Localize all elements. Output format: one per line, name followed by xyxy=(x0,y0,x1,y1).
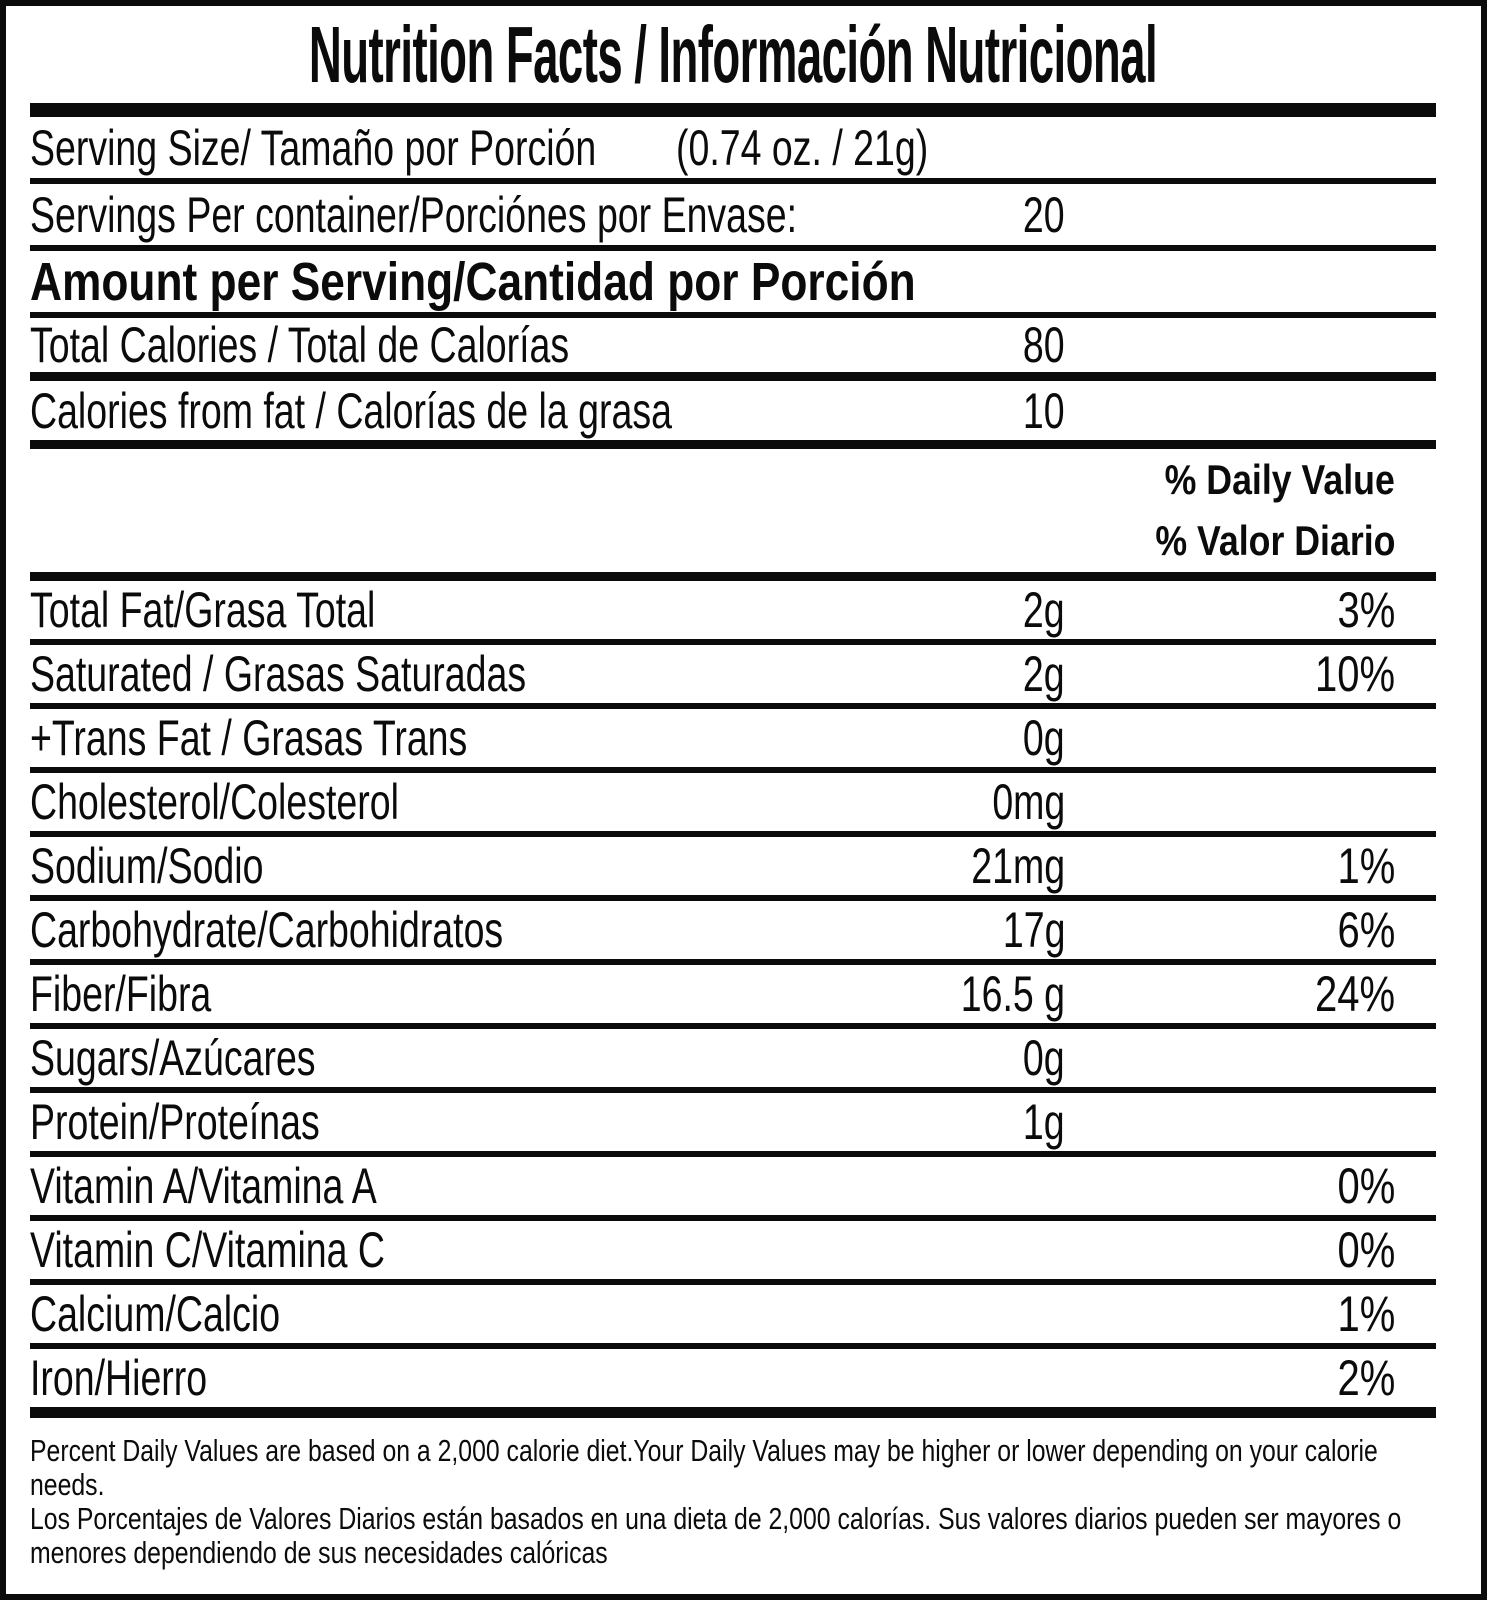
nutrient-row-total-fat: Total Fat/Grasa Total 2g 3% xyxy=(30,581,1436,645)
daily-value-header-en-row: % Daily Value xyxy=(30,449,1436,510)
nutrient-amount: 0mg xyxy=(992,774,1065,830)
servings-per-container-value: 20 xyxy=(1023,186,1065,243)
nutrient-row-protein: Protein/Proteínas 1g xyxy=(30,1093,1436,1157)
nutrient-amount: 2g xyxy=(1023,646,1065,702)
daily-value-header-es: % Valor Diario xyxy=(1154,517,1395,564)
total-calories-label: Total Calories / Total de Calorías xyxy=(30,317,570,373)
nutrient-daily-value: 6% xyxy=(1337,902,1395,958)
nutrient-row-iron: Iron/Hierro 2% xyxy=(30,1349,1436,1407)
nutrient-daily-value: 10% xyxy=(1314,646,1395,702)
daily-value-header-es-row: % Valor Diario xyxy=(30,510,1436,581)
nutrient-row-vitamin-c: Vitamin C/Vitamina C 0% xyxy=(30,1221,1436,1285)
nutrient-row-fiber: Fiber/Fibra 16.5 g 24% xyxy=(30,965,1436,1029)
nutrient-amount: 16.5 g xyxy=(960,966,1065,1022)
nutrient-daily-value: 24% xyxy=(1314,966,1395,1022)
nutrient-amount: 1g xyxy=(1023,1094,1065,1150)
nutrient-daily-value: 3% xyxy=(1337,582,1395,638)
nutrient-row-carbohydrate: Carbohydrate/Carbohidratos 17g 6% xyxy=(30,901,1436,965)
nutrient-amount: 0g xyxy=(1023,1030,1065,1086)
title-divider-bar xyxy=(30,103,1436,117)
nutrient-label: Protein/Proteínas xyxy=(30,1094,320,1150)
nutrient-amount: 2g xyxy=(1023,582,1065,638)
nutrient-row-saturated-fat: Saturated / Grasas Saturadas 2g 10% xyxy=(30,645,1436,709)
label-header: Nutrition Facts / Información Nutriciona… xyxy=(30,6,1436,103)
nutrient-label: Saturated / Grasas Saturadas xyxy=(30,646,527,702)
amount-per-serving-header-row: Amount per Serving/Cantidad por Porción xyxy=(30,251,1436,318)
calories-from-fat-row: Calories from fat / Calorías de la grasa… xyxy=(30,381,1436,449)
nutrient-label: Fiber/Fibra xyxy=(30,966,212,1022)
nutrient-daily-value: 0% xyxy=(1337,1222,1395,1278)
nutrient-label: Cholesterol/Colesterol xyxy=(30,774,399,830)
nutrient-daily-value: 2% xyxy=(1337,1350,1395,1406)
servings-per-container-row: Servings Per container/Porciónes por Env… xyxy=(30,184,1436,251)
calories-from-fat-label: Calories from fat / Calorías de la grasa xyxy=(30,382,672,439)
nutrient-row-vitamin-a: Vitamin A/Vitamina A 0% xyxy=(30,1157,1436,1221)
nutrient-label: Calcium/Calcio xyxy=(30,1286,281,1342)
footnote-en: Percent Daily Values are based on a 2,00… xyxy=(30,1433,1378,1502)
footnote-es: Los Porcentajes de Valores Diarios están… xyxy=(30,1501,1402,1570)
nutrient-label: Vitamin C/Vitamina C xyxy=(30,1222,386,1278)
daily-value-header-en: % Daily Value xyxy=(1164,455,1395,503)
nutrient-label: Total Fat/Grasa Total xyxy=(30,582,376,638)
nutrient-label: +Trans Fat / Grasas Trans xyxy=(30,710,468,766)
serving-size-label: Serving Size/ Tamaño por Porción xyxy=(30,119,597,176)
total-calories-value: 80 xyxy=(1023,317,1065,373)
nutrient-amount: 21mg xyxy=(971,838,1065,894)
nutrient-daily-value: 1% xyxy=(1337,1286,1395,1342)
nutrient-label: Sugars/Azúcares xyxy=(30,1030,316,1086)
nutrient-daily-value: 0% xyxy=(1337,1158,1395,1214)
nutrient-row-trans-fat: +Trans Fat / Grasas Trans 0g xyxy=(30,709,1436,773)
serving-size-value: (0.74 oz. / 21g) xyxy=(676,119,929,176)
nutrient-daily-value: 1% xyxy=(1337,838,1395,894)
nutrient-row-sodium: Sodium/Sodio 21mg 1% xyxy=(30,837,1436,901)
total-calories-row: Total Calories / Total de Calorías 80 xyxy=(30,317,1436,381)
nutrient-label: Iron/Hierro xyxy=(30,1350,208,1406)
nutrient-row-calcium: Calcium/Calcio 1% xyxy=(30,1285,1436,1349)
nutrient-label: Sodium/Sodio xyxy=(30,838,264,894)
nutrient-amount: 0g xyxy=(1023,710,1065,766)
servings-per-container-label: Servings Per container/Porciónes por Env… xyxy=(30,186,798,243)
nutrient-row-sugars: Sugars/Azúcares 0g xyxy=(30,1029,1436,1093)
label-content: Nutrition Facts / Información Nutriciona… xyxy=(30,6,1436,1570)
nutrient-label: Vitamin A/Vitamina A xyxy=(30,1158,377,1214)
footnote: Percent Daily Values are based on a 2,00… xyxy=(30,1418,1436,1570)
serving-size-row: Serving Size/ Tamaño por Porción (0.74 o… xyxy=(30,117,1436,184)
amount-per-serving-header: Amount per Serving/Cantidad por Porción xyxy=(30,251,916,312)
calories-from-fat-value: 10 xyxy=(1023,382,1065,439)
footnote-divider-bar xyxy=(30,1407,1436,1418)
nutrient-amount: 17g xyxy=(1002,902,1065,958)
nutrient-label: Carbohydrate/Carbohidratos xyxy=(30,902,504,958)
page-title: Nutrition Facts / Información Nutriciona… xyxy=(308,9,1158,99)
nutrient-row-cholesterol: Cholesterol/Colesterol 0mg xyxy=(30,773,1436,837)
